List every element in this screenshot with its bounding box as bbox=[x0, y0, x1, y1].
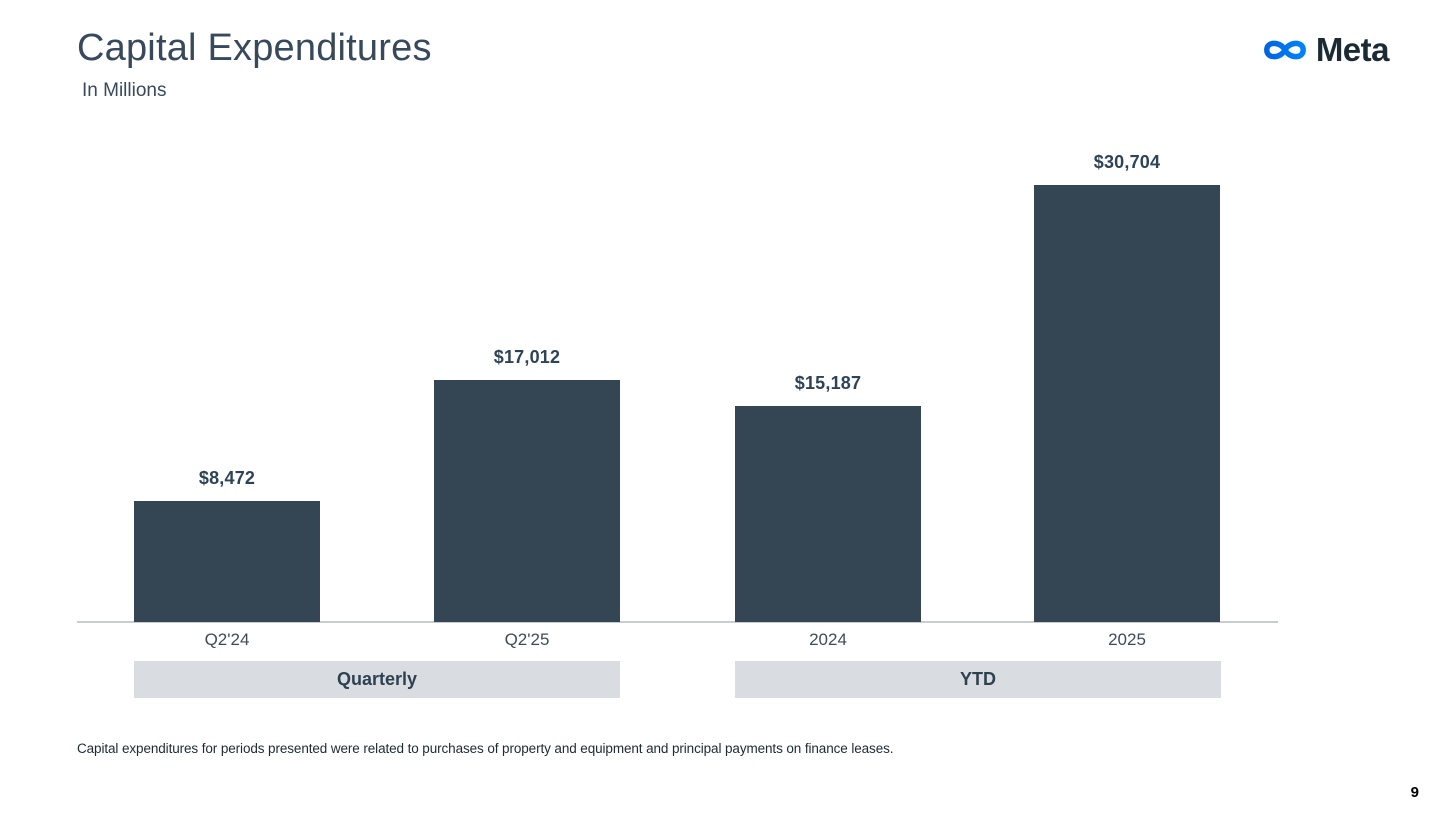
group-band-quarterly: Quarterly bbox=[134, 661, 620, 698]
bar-value-label-2024: $15,187 bbox=[794, 373, 862, 393]
bar-2024 bbox=[735, 406, 921, 622]
page-number: 9 bbox=[1410, 784, 1419, 801]
page-subtitle: In Millions bbox=[82, 79, 167, 101]
group-band-ytd: YTD bbox=[735, 661, 1221, 698]
category-label-2024: 2024 bbox=[809, 630, 847, 649]
x-axis-line bbox=[77, 621, 1278, 623]
category-label-2025: 2025 bbox=[1108, 630, 1146, 649]
meta-infinity-icon bbox=[1263, 40, 1306, 60]
bar-value-label-q2-24: $8,472 bbox=[198, 468, 256, 488]
bar-value-label-q2-25: $17,012 bbox=[493, 347, 561, 367]
footnote: Capital expenditures for periods present… bbox=[77, 741, 894, 756]
bar-q2-24 bbox=[134, 501, 320, 622]
category-label-q2-25: Q2'25 bbox=[504, 630, 550, 649]
meta-wordmark: Meta bbox=[1315, 31, 1390, 68]
bar-q2-25 bbox=[434, 380, 620, 622]
bar-2025 bbox=[1034, 185, 1220, 622]
page-title: Capital Expenditures bbox=[77, 27, 432, 69]
meta-logo: Meta bbox=[1259, 31, 1390, 69]
header: Capital Expenditures In Millions bbox=[77, 26, 432, 102]
bar-value-label-2025: $30,704 bbox=[1093, 152, 1161, 172]
category-label-q2-24: Q2'24 bbox=[204, 630, 250, 649]
